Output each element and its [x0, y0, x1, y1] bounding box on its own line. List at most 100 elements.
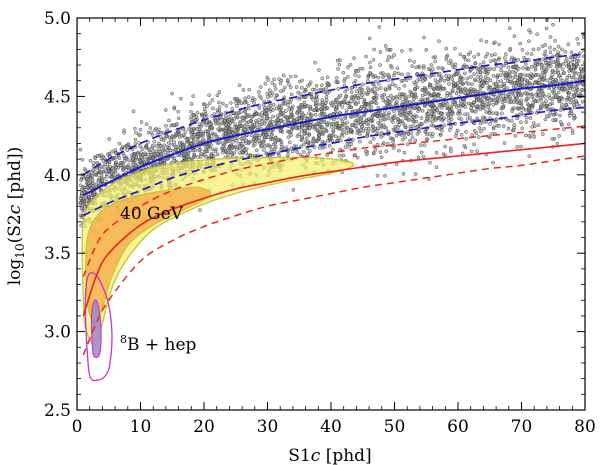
- er-point: [93, 170, 97, 174]
- er-point: [349, 142, 354, 146]
- er-point: [341, 70, 346, 75]
- er-point: [315, 97, 320, 102]
- er-point: [331, 128, 336, 133]
- er-point: [244, 147, 249, 151]
- er-point: [192, 126, 196, 131]
- er-point: [132, 154, 136, 159]
- er-point: [300, 114, 305, 119]
- er-point: [568, 55, 573, 59]
- er-point: [308, 104, 313, 109]
- er-point: [499, 65, 503, 70]
- er-point: [507, 69, 512, 74]
- er-point: [378, 118, 383, 123]
- er-point: [376, 82, 381, 86]
- er-point: [386, 78, 390, 83]
- er-point: [380, 71, 385, 75]
- er-point: [524, 120, 529, 124]
- er-point: [259, 96, 264, 101]
- er-point: [343, 122, 347, 127]
- er-point: [460, 82, 465, 86]
- er-point: [547, 96, 552, 100]
- er-point: [364, 152, 369, 157]
- er-point: [269, 133, 274, 137]
- er-point: [244, 120, 249, 125]
- er-point: [337, 62, 342, 67]
- er-point: [81, 175, 86, 179]
- annotation-8b-superscript: 8: [120, 333, 127, 346]
- er-point: [304, 136, 309, 141]
- er-point: [286, 120, 291, 125]
- er-point: [340, 133, 345, 138]
- er-point: [157, 147, 162, 152]
- er-point: [283, 85, 287, 90]
- er-point: [105, 174, 109, 179]
- er-point: [280, 147, 285, 151]
- er-point: [385, 99, 390, 104]
- er-point: [334, 76, 339, 80]
- er-point: [499, 79, 504, 83]
- er-point: [125, 148, 130, 153]
- er-point: [537, 93, 542, 98]
- er-point: [349, 90, 354, 94]
- er-point: [400, 72, 404, 77]
- er-point: [125, 165, 130, 169]
- er-point: [556, 73, 561, 78]
- er-point: [272, 77, 276, 82]
- er-point: [397, 123, 401, 128]
- er-point: [258, 85, 263, 89]
- er-point: [530, 82, 535, 87]
- er-point: [413, 93, 418, 98]
- er-point: [161, 138, 166, 143]
- er-point: [470, 82, 474, 87]
- er-point: [117, 156, 122, 161]
- er-point: [324, 95, 329, 99]
- er-point: [367, 126, 372, 131]
- er-point: [242, 100, 247, 105]
- er-point: [324, 86, 328, 90]
- er-point: [465, 112, 470, 116]
- er-point: [422, 143, 427, 148]
- er-point: [409, 131, 414, 135]
- er-point: [510, 109, 514, 113]
- er-point: [510, 55, 514, 60]
- er-point: [555, 141, 560, 146]
- er-point: [505, 86, 509, 91]
- er-point: [516, 83, 521, 88]
- er-point: [429, 93, 433, 98]
- er-point: [419, 116, 424, 120]
- er-point: [399, 79, 404, 83]
- er-point: [357, 91, 362, 95]
- er-point: [436, 65, 441, 70]
- er-point: [561, 78, 565, 83]
- er-point: [346, 100, 350, 105]
- er-point: [525, 73, 530, 78]
- er-point: [114, 155, 119, 160]
- er-point: [201, 102, 206, 106]
- er-point: [430, 119, 435, 124]
- er-point: [314, 83, 319, 88]
- er-point: [185, 149, 190, 154]
- er-point: [498, 84, 503, 89]
- er-point: [406, 118, 411, 123]
- er-point: [330, 133, 335, 137]
- er-point: [371, 58, 376, 62]
- er-point: [288, 85, 293, 90]
- er-point: [354, 95, 359, 100]
- er-point: [95, 153, 100, 158]
- er-point: [575, 88, 580, 92]
- er-point: [329, 103, 334, 108]
- er-point: [356, 100, 361, 105]
- er-point: [434, 150, 439, 155]
- er-point: [154, 162, 159, 167]
- er-point: [322, 120, 327, 124]
- er-point: [245, 124, 250, 129]
- er-point: [172, 105, 177, 110]
- er-point: [474, 131, 479, 136]
- er-point: [493, 52, 497, 57]
- er-point: [317, 132, 321, 137]
- er-point: [420, 108, 425, 113]
- er-point: [533, 80, 537, 85]
- er-point: [459, 132, 464, 137]
- er-point: [237, 83, 242, 88]
- er-point: [348, 62, 353, 67]
